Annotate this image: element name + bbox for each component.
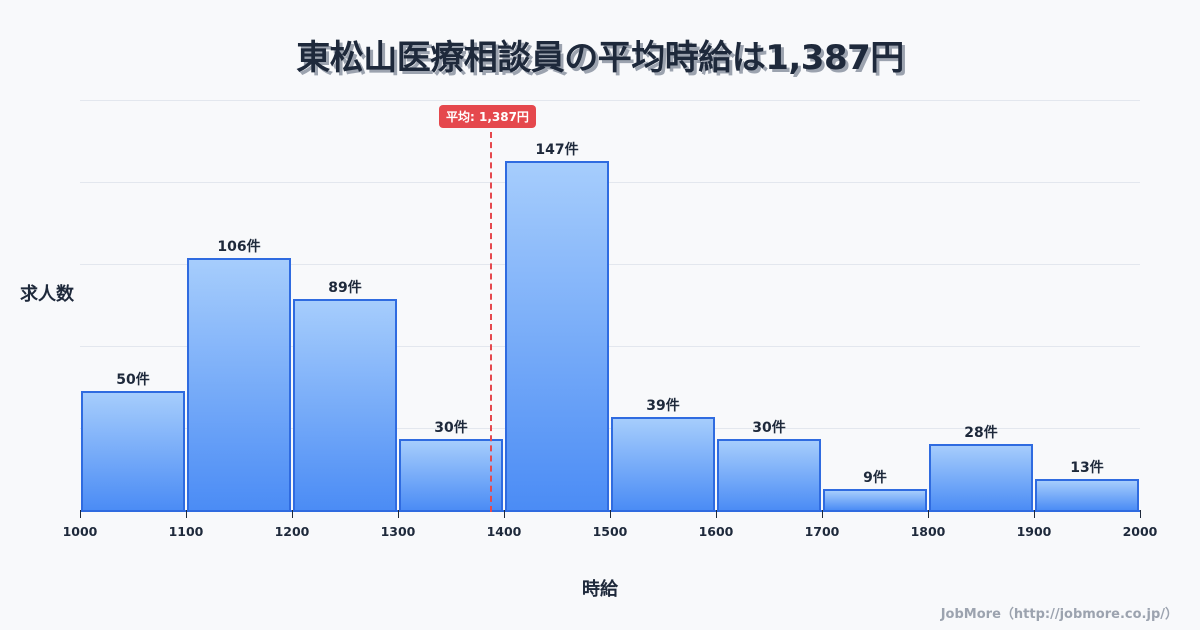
histogram-bar: [505, 161, 609, 510]
x-tick-label: 1600: [698, 524, 734, 539]
x-tick-label: 1200: [274, 524, 310, 539]
bar-value-label: 13件: [1070, 460, 1104, 476]
bar-value-label: 9件: [863, 470, 887, 486]
average-line: [490, 132, 492, 512]
x-tick-label: 1900: [1016, 524, 1052, 539]
bar-value-label: 30件: [752, 420, 786, 436]
bar-value-label: 89件: [328, 280, 362, 296]
x-tick: [292, 510, 293, 518]
gridline: [80, 182, 1140, 183]
x-tick: [610, 510, 611, 518]
x-tick: [1140, 510, 1141, 518]
gridline: [80, 264, 1140, 265]
average-badge: 平均: 1,387円: [439, 105, 536, 128]
histogram-bar: [293, 299, 397, 510]
x-tick-label: 1000: [62, 524, 98, 539]
x-tick-label: 1300: [380, 524, 416, 539]
bar-value-label: 30件: [434, 420, 468, 436]
histogram-bar: [1035, 479, 1139, 510]
x-tick: [80, 510, 81, 518]
bar-value-label: 106件: [217, 239, 261, 255]
y-axis-label: 求人数: [20, 284, 74, 305]
gridline: [80, 346, 1140, 347]
chart-title: 東松山医療相談員の平均時給は1,387円: [296, 38, 904, 78]
bar-value-label: 39件: [646, 398, 680, 414]
x-tick: [186, 510, 187, 518]
histogram-bar: [929, 444, 1033, 510]
histogram-bar: [399, 439, 503, 510]
x-tick-label: 1500: [592, 524, 628, 539]
x-tick-label: 2000: [1122, 524, 1158, 539]
gridline: [80, 428, 1140, 429]
bar-value-label: 50件: [116, 372, 150, 388]
x-tick: [504, 510, 505, 518]
x-tick-label: 1400: [486, 524, 522, 539]
histogram-bar: [823, 489, 927, 510]
histogram-bar: [717, 439, 821, 510]
gridline: [80, 100, 1140, 101]
bar-value-label: 28件: [964, 425, 998, 441]
x-tick-label: 1700: [804, 524, 840, 539]
histogram-bar: [81, 391, 185, 510]
x-axis-label: 時給: [582, 579, 618, 600]
bar-value-label: 147件: [535, 142, 579, 158]
x-tick: [822, 510, 823, 518]
histogram-bar: [611, 417, 715, 510]
x-tick: [716, 510, 717, 518]
x-tick-label: 1800: [910, 524, 946, 539]
histogram-bar: [187, 258, 291, 510]
x-tick-label: 1100: [168, 524, 204, 539]
source-credit: JobMore（http://jobmore.co.jp/）: [940, 607, 1178, 622]
x-tick: [398, 510, 399, 518]
x-tick: [928, 510, 929, 518]
x-tick: [1034, 510, 1035, 518]
